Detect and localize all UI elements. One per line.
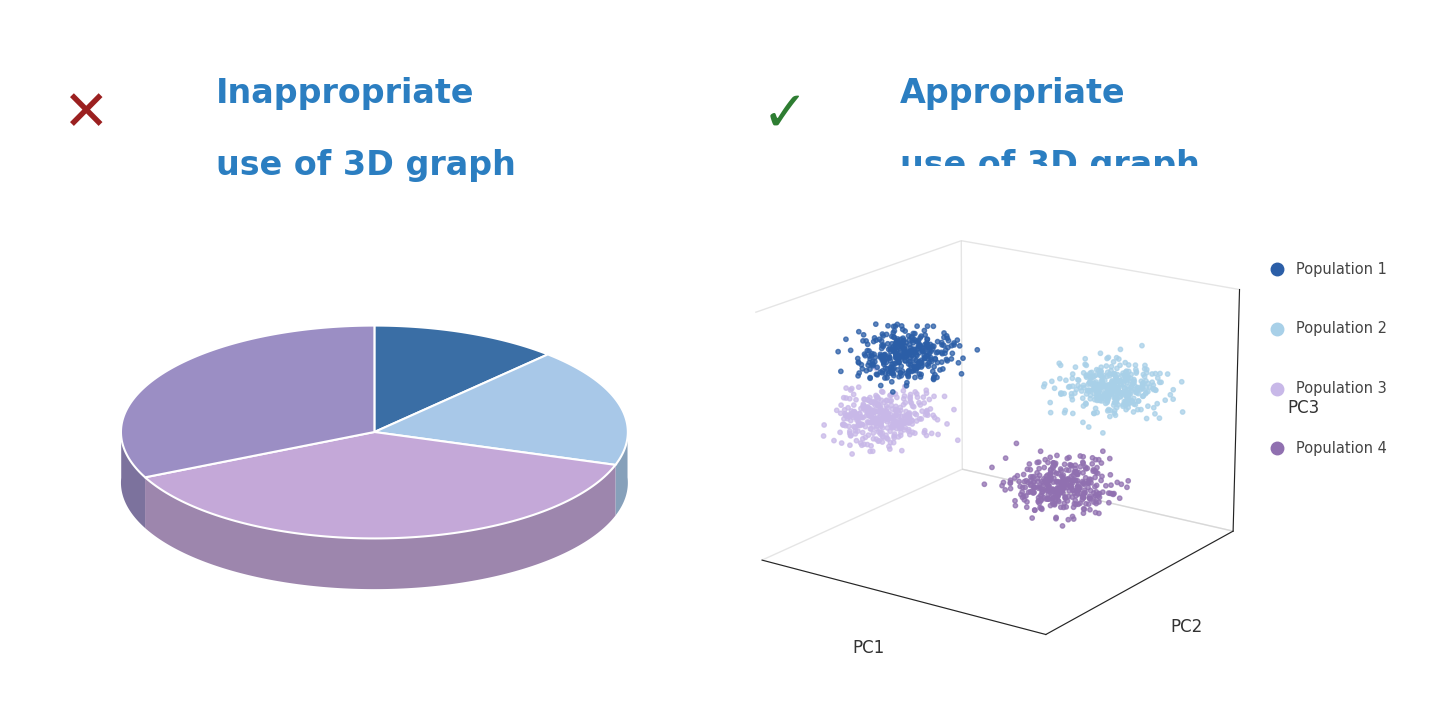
Text: Population 1: Population 1 [1296, 262, 1387, 276]
Text: Population 2: Population 2 [1296, 321, 1387, 336]
Polygon shape [121, 325, 374, 477]
Polygon shape [374, 354, 628, 465]
Y-axis label: PC2: PC2 [1171, 618, 1202, 636]
X-axis label: PC1: PC1 [852, 639, 884, 657]
Text: Appropriate: Appropriate [900, 77, 1126, 110]
Text: ✕: ✕ [63, 89, 109, 143]
Text: use of 3D graph: use of 3D graph [900, 149, 1200, 182]
Polygon shape [145, 465, 615, 589]
Text: Inappropriate: Inappropriate [216, 77, 475, 110]
Text: ✓: ✓ [762, 89, 808, 143]
Polygon shape [121, 427, 145, 528]
Text: use of 3D graph: use of 3D graph [216, 149, 516, 182]
Polygon shape [145, 432, 615, 539]
Text: Population 3: Population 3 [1296, 381, 1387, 396]
Text: Population 4: Population 4 [1296, 441, 1387, 456]
Polygon shape [374, 325, 547, 432]
Polygon shape [615, 427, 628, 516]
